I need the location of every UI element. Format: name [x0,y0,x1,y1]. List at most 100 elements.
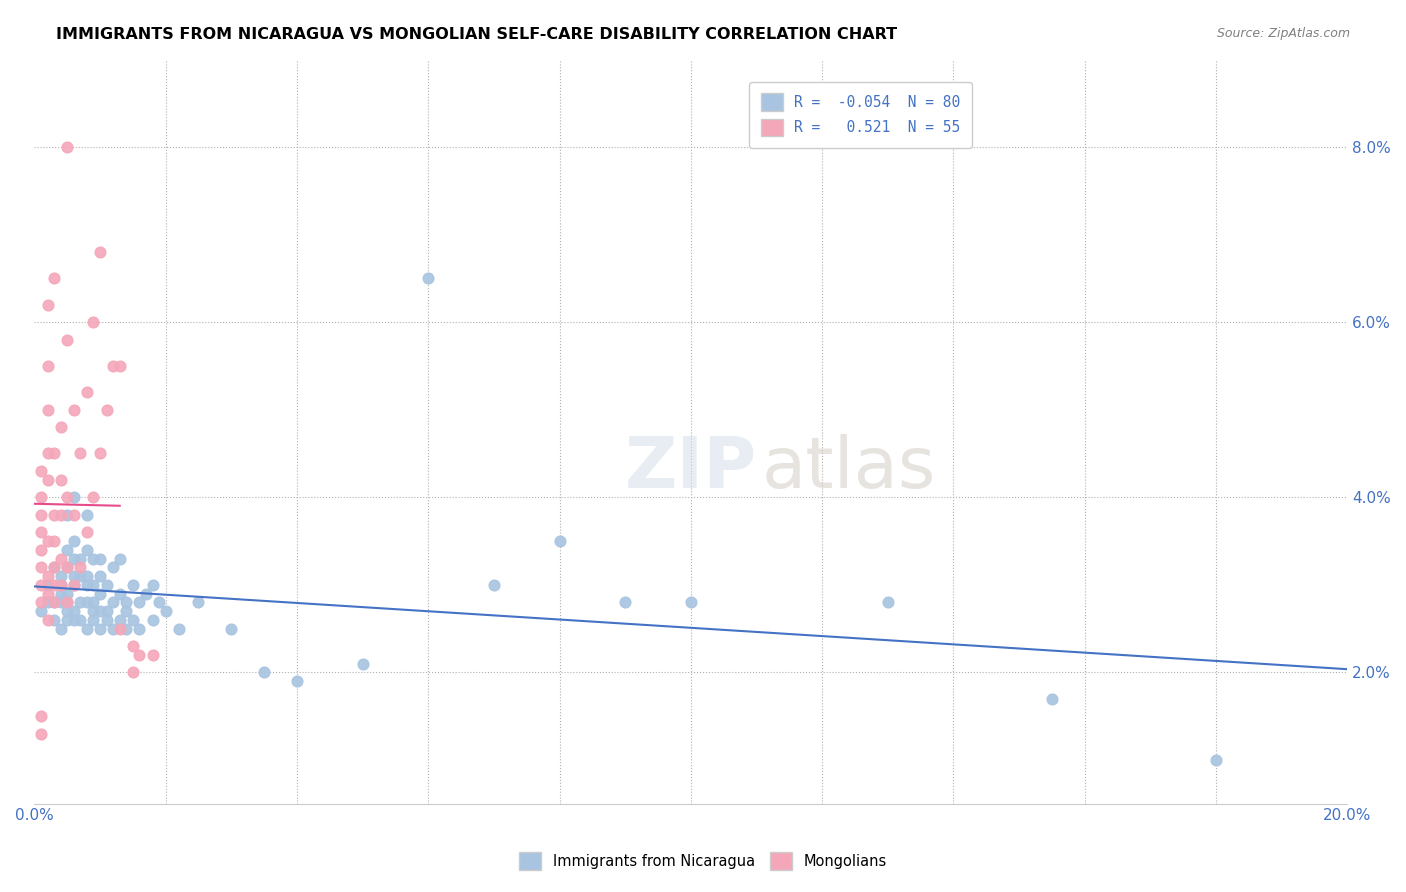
Point [148,595,170,609]
Point [49,578,72,592]
Point [30,490,52,504]
Point [56,490,79,504]
Point [62,604,84,618]
Point [135,586,157,600]
Point [42,578,65,592]
Point [101,359,124,373]
Point [56,140,79,154]
Point [1205,753,1227,767]
Point [37,578,59,592]
Point [76,385,98,400]
Text: Source: ZipAtlas.com: Source: ZipAtlas.com [1216,27,1350,40]
Point [62,569,84,583]
Point [82,595,104,609]
Point [679,595,702,609]
Point [876,595,898,609]
Point [76,542,98,557]
Point [89,569,111,583]
Legend: Immigrants from Nicaragua, Mongolians: Immigrants from Nicaragua, Mongolians [513,847,893,876]
Point [69,595,91,609]
Point [37,402,59,417]
Point [69,569,91,583]
Point [141,613,163,627]
Point [89,604,111,618]
Point [56,560,79,574]
Point [82,604,104,618]
Point [49,578,72,592]
Point [352,657,374,671]
Point [56,508,79,522]
Point [62,534,84,549]
Point [108,622,131,636]
Point [56,595,79,609]
Point [89,622,111,636]
Point [30,578,52,592]
Point [30,709,52,723]
Point [49,622,72,636]
Point [128,595,150,609]
Point [121,578,143,592]
Point [101,622,124,636]
Point [62,508,84,522]
Point [76,595,98,609]
Point [37,569,59,583]
Point [56,613,79,627]
Point [69,446,91,460]
Point [30,604,52,618]
Point [56,595,79,609]
Point [101,560,124,574]
Point [128,648,150,662]
Point [96,578,118,592]
Point [115,622,138,636]
Point [76,508,98,522]
Point [62,613,84,627]
Point [167,622,190,636]
Point [115,595,138,609]
Point [37,298,59,312]
Text: ZIP: ZIP [624,434,756,503]
Text: IMMIGRANTS FROM NICARAGUA VS MONGOLIAN SELF-CARE DISABILITY CORRELATION CHART: IMMIGRANTS FROM NICARAGUA VS MONGOLIAN S… [56,27,897,42]
Point [614,595,637,609]
Point [96,402,118,417]
Point [56,604,79,618]
Point [49,551,72,566]
Point [37,534,59,549]
Point [30,560,52,574]
Point [89,446,111,460]
Point [56,586,79,600]
Point [37,446,59,460]
Point [69,560,91,574]
Point [42,534,65,549]
Point [42,271,65,285]
Point [418,271,440,285]
Point [89,586,111,600]
Point [30,508,52,522]
Point [548,534,571,549]
Point [30,525,52,540]
Point [49,595,72,609]
Point [30,595,52,609]
Point [82,315,104,329]
Point [482,578,505,592]
Point [187,595,209,609]
Point [128,622,150,636]
Point [108,586,131,600]
Point [101,595,124,609]
Point [42,613,65,627]
Point [89,551,111,566]
Point [37,595,59,609]
Point [1040,691,1063,706]
Point [121,613,143,627]
Point [69,551,91,566]
Legend: R =  -0.054  N = 80, R =   0.521  N = 55: R = -0.054 N = 80, R = 0.521 N = 55 [749,82,973,148]
Point [37,613,59,627]
Point [42,446,65,460]
Point [42,595,65,609]
Point [141,578,163,592]
Point [30,726,52,740]
Point [42,560,65,574]
Point [121,639,143,653]
Point [30,464,52,478]
Text: atlas: atlas [761,434,935,503]
Point [221,622,243,636]
